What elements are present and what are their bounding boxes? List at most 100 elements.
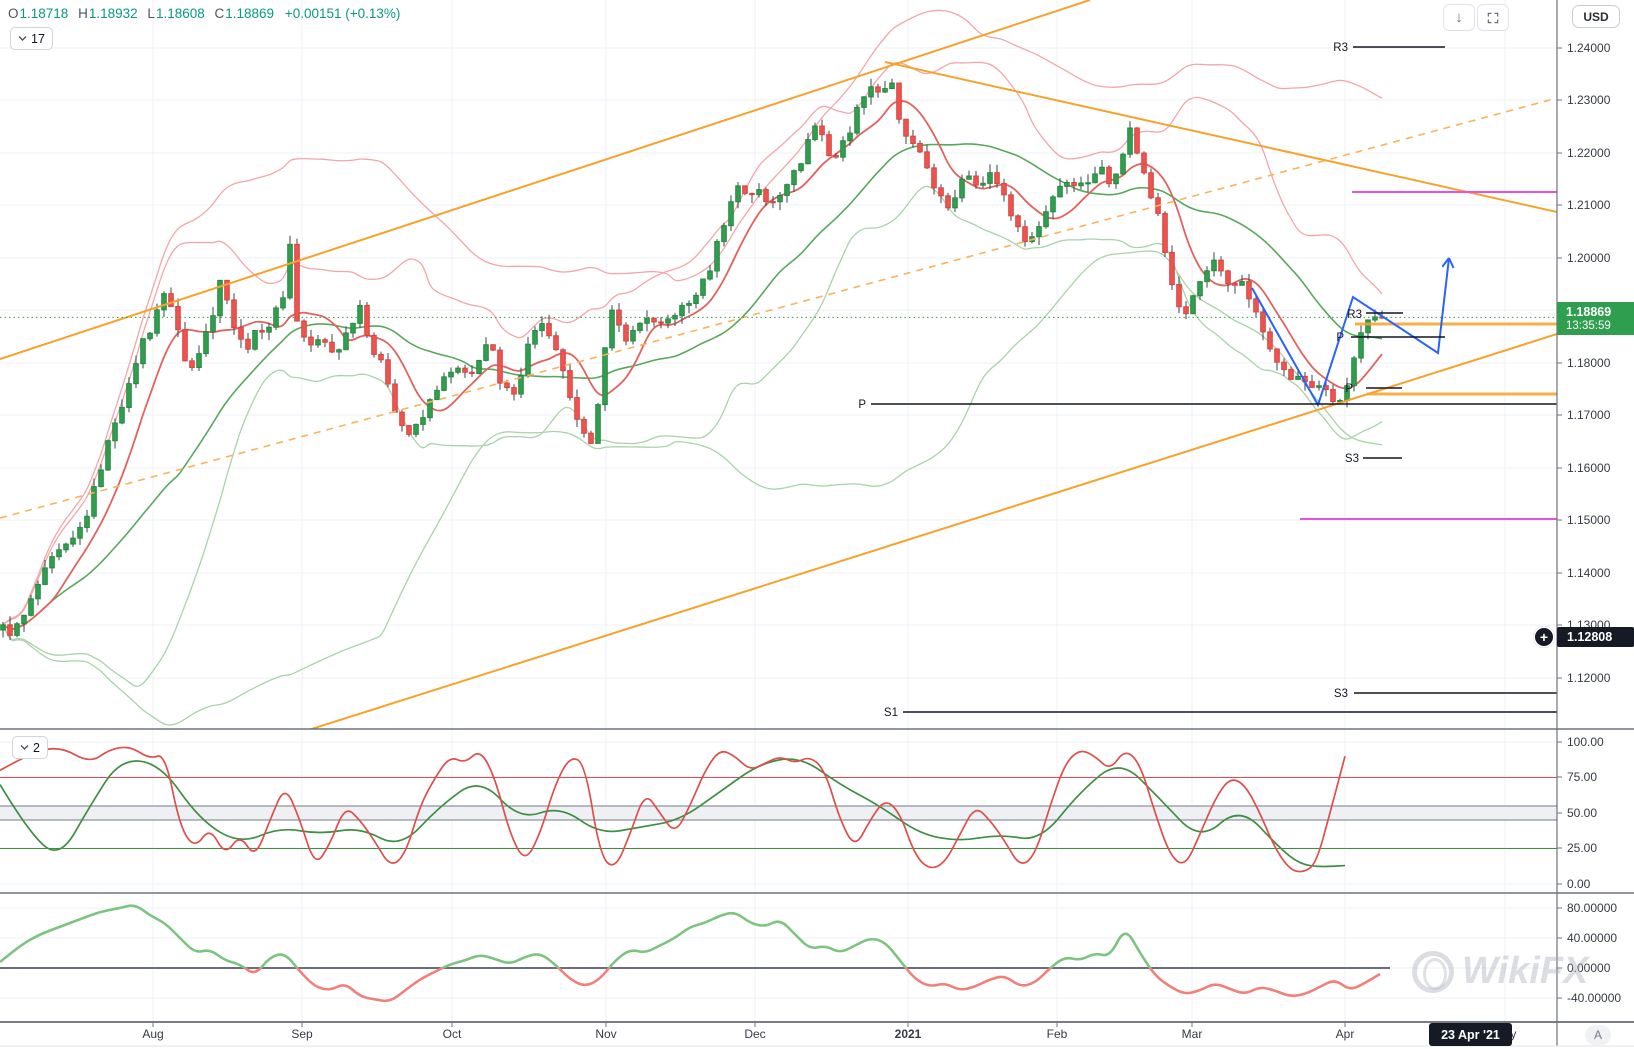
candle bbox=[1064, 182, 1070, 187]
time-axis-label: Dec bbox=[744, 1027, 765, 1041]
candle bbox=[693, 294, 699, 304]
time-axis-label: 2021 bbox=[895, 1027, 922, 1041]
candle bbox=[1204, 270, 1210, 283]
candle bbox=[1253, 298, 1259, 313]
blue-arrowhead bbox=[1448, 257, 1455, 269]
candle bbox=[161, 293, 167, 311]
pivot-label: R3 bbox=[1333, 42, 1348, 54]
main-pane[interactable] bbox=[0, 0, 1557, 739]
candle bbox=[98, 469, 104, 488]
candle bbox=[1358, 332, 1364, 359]
momentum-pane[interactable] bbox=[0, 904, 1390, 1003]
candle bbox=[924, 151, 930, 169]
candle bbox=[847, 132, 853, 142]
oscillator-axis-label: 75.00 bbox=[1567, 770, 1597, 784]
pivot-label: P bbox=[1336, 332, 1344, 344]
candle bbox=[105, 440, 111, 471]
candle bbox=[518, 374, 524, 395]
candle bbox=[1148, 172, 1154, 199]
candle bbox=[777, 194, 783, 203]
candle bbox=[791, 170, 797, 186]
candle bbox=[1225, 270, 1231, 285]
oscillator-pane-collapse-button[interactable]: 2 bbox=[12, 736, 48, 759]
candle bbox=[959, 178, 965, 199]
currency-toggle-button[interactable]: USD bbox=[1572, 5, 1620, 28]
candle bbox=[1218, 259, 1224, 272]
candle bbox=[1001, 182, 1007, 196]
candle bbox=[679, 304, 685, 317]
candle bbox=[84, 515, 90, 528]
candle bbox=[385, 359, 391, 385]
price-axis-label: 1.23000 bbox=[1567, 93, 1611, 107]
auto-scale-label: A bbox=[1593, 1028, 1602, 1042]
price-axis-label: 1.24000 bbox=[1567, 41, 1611, 55]
candle bbox=[952, 197, 958, 209]
band-line bbox=[2, 61, 1383, 626]
candle bbox=[224, 279, 230, 301]
grid-layer bbox=[0, 0, 1557, 1022]
crosshair-date-badge: 23 Apr '21 bbox=[1429, 1023, 1512, 1046]
candle bbox=[210, 315, 216, 333]
candle bbox=[168, 293, 174, 307]
candle bbox=[882, 88, 888, 93]
candle bbox=[91, 486, 97, 517]
add-alert-plus-button[interactable]: + bbox=[1533, 626, 1555, 648]
candle bbox=[1239, 281, 1245, 286]
candle bbox=[1267, 331, 1273, 350]
price-axis-label: 1.18000 bbox=[1567, 356, 1611, 370]
price-axis-label: 1.20000 bbox=[1567, 251, 1611, 265]
time-axis-label: Sep bbox=[291, 1027, 313, 1041]
candle bbox=[476, 359, 482, 374]
candle bbox=[588, 432, 594, 444]
orange-trend-line[interactable] bbox=[0, 0, 1091, 360]
candle bbox=[63, 543, 69, 551]
fullscreen-icon bbox=[1487, 12, 1499, 23]
candle bbox=[448, 371, 454, 378]
candle bbox=[875, 86, 881, 93]
ohlc-legend: O1.18718 H1.18932 L1.18608 C1.18869 +0.0… bbox=[8, 6, 400, 21]
candle bbox=[910, 135, 916, 144]
download-button[interactable]: ↓ bbox=[1443, 4, 1475, 31]
candle bbox=[406, 425, 412, 435]
orange-trend-line[interactable] bbox=[0, 97, 1557, 519]
fullscreen-button[interactable] bbox=[1477, 4, 1509, 31]
candle bbox=[980, 182, 986, 186]
price-axis-label: 1.14000 bbox=[1567, 566, 1611, 580]
candle bbox=[742, 185, 748, 194]
candle bbox=[896, 82, 902, 120]
blue-trend-arrow[interactable] bbox=[1251, 257, 1450, 408]
close-label: C bbox=[214, 6, 225, 21]
oscillator-pane[interactable] bbox=[0, 746, 1557, 873]
candle bbox=[602, 347, 608, 406]
candle bbox=[1120, 153, 1126, 175]
orange-trend-line[interactable] bbox=[280, 333, 1557, 739]
candle bbox=[1057, 185, 1063, 198]
candle bbox=[1162, 212, 1168, 253]
pivot-label: R3 bbox=[1347, 309, 1362, 321]
candle bbox=[903, 118, 909, 137]
auto-scale-button[interactable]: A bbox=[1585, 1025, 1611, 1045]
momentum-axis-label: 0.00000 bbox=[1567, 961, 1611, 975]
candle bbox=[756, 189, 762, 196]
candle bbox=[504, 382, 510, 389]
candle bbox=[1274, 348, 1280, 363]
candle bbox=[1288, 369, 1294, 380]
orange-trend-line[interactable] bbox=[884, 61, 1557, 213]
momentum-axis-label: -40.00000 bbox=[1567, 991, 1621, 1005]
candle bbox=[112, 422, 118, 442]
candle bbox=[252, 329, 258, 350]
candle bbox=[14, 623, 20, 636]
main-pane-collapse-button[interactable]: 17 bbox=[10, 27, 53, 50]
candle bbox=[392, 383, 398, 413]
candle bbox=[609, 309, 615, 349]
candle bbox=[133, 363, 139, 385]
candle bbox=[819, 125, 825, 136]
candles-layer bbox=[0, 78, 1385, 641]
candle bbox=[1351, 357, 1357, 387]
candle bbox=[1190, 295, 1196, 315]
candle bbox=[581, 418, 587, 434]
candle bbox=[966, 175, 972, 180]
candle bbox=[427, 399, 433, 419]
